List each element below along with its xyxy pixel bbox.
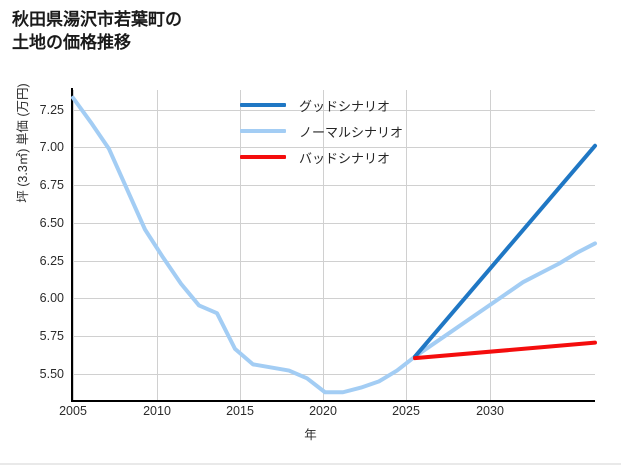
x-axis-spine (71, 400, 595, 402)
x-tick-2010: 2010 (143, 404, 171, 418)
series-line-good (413, 143, 597, 359)
gridline-y-6.75 (73, 185, 595, 186)
plot-area (73, 90, 595, 400)
page-title: 秋田県湯沢市若葉町の 土地の価格推移 (12, 10, 182, 53)
y-axis-spine (71, 88, 73, 402)
legend-swatch-normal (240, 129, 286, 133)
legend-item-normal[interactable]: ノーマルシナリオ (240, 118, 470, 144)
gridline-y-7.25 (73, 110, 595, 111)
gridline-x-2010 (157, 90, 158, 400)
legend-label-bad: バッドシナリオ (299, 150, 391, 166)
gridline-y-6.25 (73, 261, 595, 262)
legend-item-bad[interactable]: バッドシナリオ (240, 144, 470, 170)
series-line-bad (413, 340, 597, 361)
gridline-x-2025 (406, 90, 407, 400)
gridline-y-5.50 (73, 374, 595, 375)
legend: グッドシナリオ ノーマルシナリオ バッドシナリオ (240, 92, 470, 170)
x-tick-2030: 2030 (476, 404, 504, 418)
x-tick-2025: 2025 (392, 404, 420, 418)
series-line-normal (71, 95, 597, 395)
gridline-x-2030 (490, 90, 491, 400)
legend-item-good[interactable]: グッドシナリオ (240, 92, 470, 118)
gridline-y-6.50 (73, 223, 595, 224)
gridline-x-2015 (240, 90, 241, 400)
x-tick-2005: 2005 (59, 404, 87, 418)
legend-label-normal: ノーマルシナリオ (299, 124, 404, 140)
legend-label-good: グッドシナリオ (299, 98, 391, 114)
x-axis-title: 年 (304, 428, 317, 442)
gridline-y-5.75 (73, 336, 595, 337)
gridline-x-2020 (323, 90, 324, 400)
gridline-y-6.00 (73, 298, 595, 299)
legend-swatch-good (240, 103, 286, 107)
x-tick-2020: 2020 (309, 404, 337, 418)
gridline-x-2005 (73, 90, 74, 400)
x-tick-2015: 2015 (226, 404, 254, 418)
gridline-y-7.00 (73, 147, 595, 148)
legend-swatch-bad (240, 155, 286, 159)
